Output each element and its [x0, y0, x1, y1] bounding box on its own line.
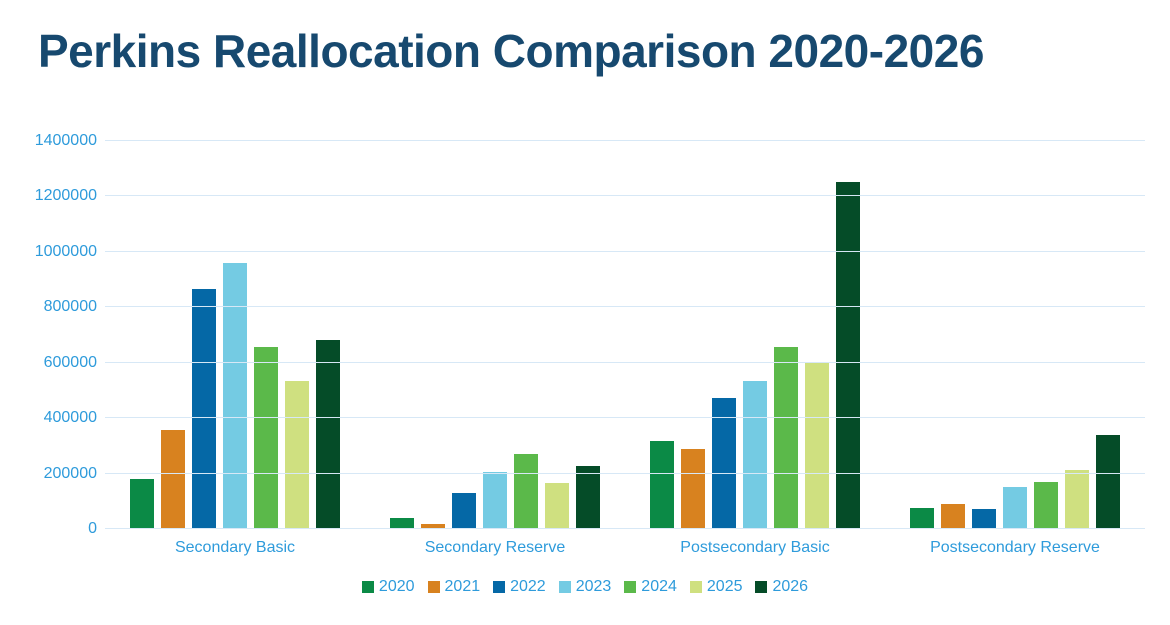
- legend-swatch-icon: [427, 581, 440, 593]
- gridline: [105, 417, 1145, 419]
- legend-swatch-icon: [624, 581, 637, 593]
- gridline: [105, 306, 1145, 308]
- bar-2023-postsecondary-basic: [743, 380, 767, 529]
- category-label: Postsecondary Basic: [680, 539, 830, 556]
- y-axis-tick-label: 0: [88, 520, 97, 537]
- y-axis-tick-label: 200000: [43, 464, 97, 482]
- category-label: Postsecondary Reserve: [930, 539, 1100, 556]
- bar-2020-secondary-basic: [130, 478, 154, 529]
- bar-2026-postsecondary-reserve: [1096, 435, 1120, 529]
- legend-item-2023: 2023: [558, 578, 612, 596]
- bar-2021-secondary-basic: [161, 430, 185, 529]
- bar-2025-postsecondary-basic: [805, 363, 829, 529]
- legend-label: 2024: [641, 578, 677, 595]
- bar-2024-secondary-basic: [254, 346, 278, 529]
- bar-2023-postsecondary-reserve: [1003, 486, 1027, 529]
- y-axis-tick-label: 1200000: [34, 187, 97, 205]
- bar-2022-postsecondary-reserve: [972, 508, 996, 529]
- legend-label: 2026: [772, 578, 809, 595]
- bar-2025-secondary-reserve: [545, 482, 569, 529]
- bar-2025-postsecondary-reserve: [1065, 469, 1089, 529]
- gridline: [105, 361, 1145, 363]
- legend-label: 2020: [378, 578, 415, 595]
- legend-label: 2023: [575, 578, 612, 595]
- gridline: [105, 250, 1145, 252]
- bar-group-secondary-basic: [105, 141, 365, 529]
- bar-groups: [105, 141, 1145, 529]
- gridline: [105, 528, 1145, 529]
- legend-item-2026: 2026: [755, 578, 808, 596]
- bar-2024-secondary-reserve: [514, 453, 538, 529]
- bar-2020-postsecondary-reserve: [910, 507, 934, 529]
- bar-2022-secondary-reserve: [452, 492, 476, 529]
- bar-group-postsecondary-reserve: [885, 141, 1145, 529]
- bar-2023-secondary-reserve: [483, 472, 507, 529]
- legend-item-2020: 2020: [361, 578, 415, 596]
- bar-2026-secondary-basic: [316, 339, 340, 529]
- legend-item-2022: 2022: [493, 578, 546, 596]
- y-axis-tick-label: 1000000: [34, 242, 97, 260]
- bar-2020-postsecondary-basic: [650, 440, 674, 529]
- bar-2026-postsecondary-basic: [836, 182, 860, 529]
- category-label: Secondary Reserve: [424, 539, 566, 556]
- legend-label: 2025: [706, 578, 743, 595]
- bar-2022-secondary-basic: [192, 289, 216, 529]
- bar-2021-postsecondary-reserve: [941, 503, 965, 529]
- legend-swatch-icon: [755, 581, 768, 593]
- x-axis: Secondary Basic Secondary Reserve Postseco…: [105, 539, 1145, 557]
- legend-item-2025: 2025: [689, 578, 743, 596]
- legend-swatch-icon: [493, 581, 506, 593]
- legend: 2020 2021 2022 2023 2024 2025 2026: [0, 578, 1170, 596]
- y-axis-tick-label: 1400000: [34, 132, 97, 149]
- plot-area: [105, 140, 1145, 529]
- category-label: Secondary Basic: [174, 539, 296, 556]
- gridline: [105, 140, 1145, 141]
- gridline: [105, 195, 1145, 197]
- bar-2026-secondary-reserve: [576, 465, 600, 529]
- bar-2021-secondary-reserve: [421, 524, 445, 529]
- bar-2025-secondary-basic: [285, 380, 309, 529]
- bar-2020-secondary-reserve: [390, 517, 414, 529]
- y-axis-tick-label: 600000: [43, 353, 97, 371]
- chart-title: Perkins Reallocation Comparison 2020-202…: [38, 25, 984, 77]
- legend-item-2024: 2024: [624, 578, 677, 596]
- bar-2024-postsecondary-reserve: [1034, 482, 1058, 529]
- legend-swatch-icon: [689, 581, 702, 593]
- bar-group-secondary-reserve: [365, 141, 625, 529]
- y-axis-tick-label: 400000: [43, 409, 97, 427]
- legend-swatch-icon: [558, 581, 571, 593]
- legend-label: 2022: [510, 578, 546, 595]
- bar-2023-secondary-basic: [223, 262, 247, 529]
- legend-label: 2021: [444, 578, 481, 595]
- bar-2024-postsecondary-basic: [774, 346, 798, 529]
- legend-item-2021: 2021: [427, 578, 481, 596]
- gridline: [105, 472, 1145, 474]
- bar-group-postsecondary-basic: [625, 141, 885, 529]
- legend-swatch-icon: [361, 581, 374, 593]
- bar-2021-postsecondary-basic: [681, 449, 705, 529]
- y-axis-tick-label: 800000: [43, 298, 97, 316]
- bar-2022-postsecondary-basic: [712, 397, 736, 529]
